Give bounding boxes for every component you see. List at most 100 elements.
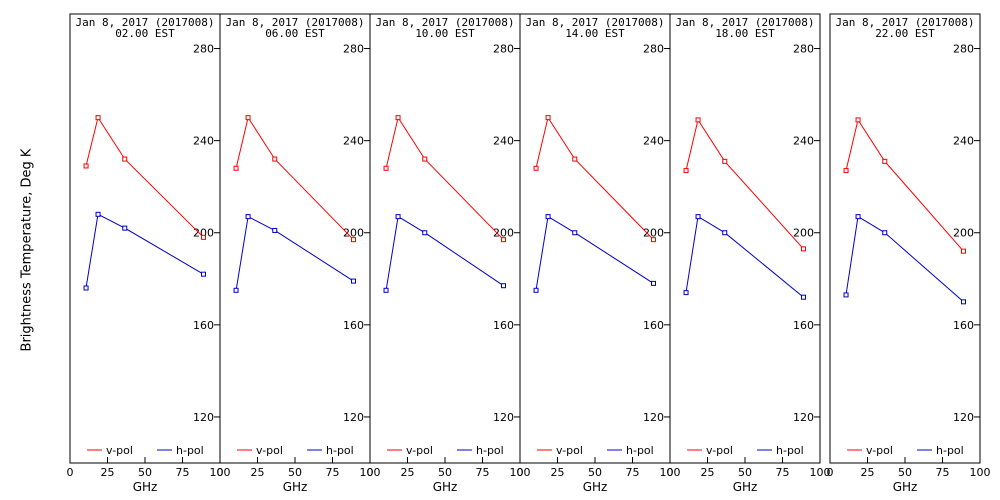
y-tick-label: 160 (643, 319, 664, 332)
x-tick-label: 50 (738, 466, 752, 479)
y-tick-label: 280 (343, 43, 364, 56)
data-point-h-pol (683, 290, 689, 296)
data-point-v-pol (843, 168, 849, 174)
y-tick-label: 280 (953, 43, 974, 56)
x-tick-label: 25 (551, 466, 565, 479)
data-point-h-pol (801, 294, 806, 300)
legend-label-h-pol: h-pol (326, 444, 354, 457)
x-tick-label: 100 (660, 466, 681, 479)
series-line-v-pol (235, 116, 354, 241)
y-tick-label: 160 (953, 319, 974, 332)
panel-title: Jan 8, 2017 (2017008) (675, 16, 814, 29)
x-tick-label: 50 (898, 466, 912, 479)
y-tick-label: 120 (643, 411, 664, 424)
data-point-v-pol (533, 165, 539, 171)
x-tick-label: 0 (667, 466, 674, 479)
x-tick-label: 100 (210, 466, 231, 479)
y-tick-label: 200 (953, 227, 974, 240)
data-point-h-pol (83, 285, 89, 291)
x-axis-label: GHz (283, 480, 308, 494)
data-point-h-pol (272, 227, 278, 233)
data-point-v-pol (351, 237, 356, 243)
y-tick-label: 120 (793, 411, 814, 424)
y-tick-label: 280 (643, 43, 664, 56)
x-axis-label: GHz (733, 480, 758, 494)
x-tick-label: 50 (288, 466, 302, 479)
data-point-h-pol (351, 278, 356, 284)
panel-title: Jan 8, 2017 (2017008) (835, 16, 974, 29)
x-tick-label: 25 (861, 466, 875, 479)
legend-label-h-pol: h-pol (176, 444, 204, 457)
data-point-v-pol (383, 165, 389, 171)
y-tick-label: 240 (953, 135, 974, 148)
y-tick-label: 240 (193, 135, 214, 148)
x-tick-label: 75 (176, 466, 190, 479)
x-tick-label: 50 (438, 466, 452, 479)
data-point-v-pol (722, 158, 728, 164)
x-tick-label: 0 (517, 466, 524, 479)
y-tick-label: 240 (793, 135, 814, 148)
panel-subtitle: 06.00 EST (265, 27, 325, 40)
legend-label-v-pol: v-pol (866, 444, 893, 457)
x-tick-label: 50 (138, 466, 152, 479)
legend-label-h-pol: h-pol (626, 444, 654, 457)
legend-label-h-pol: h-pol (936, 444, 964, 457)
y-tick-label: 200 (793, 227, 814, 240)
y-tick-label: 120 (343, 411, 364, 424)
x-axis-label: GHz (433, 480, 458, 494)
series-line-v-pol (535, 116, 654, 241)
panel-subtitle: 10.00 EST (415, 27, 475, 40)
x-tick-label: 100 (360, 466, 381, 479)
data-point-v-pol (572, 156, 578, 162)
series-line-h-pol (535, 215, 654, 291)
data-point-v-pol (245, 115, 251, 121)
x-axis-label: GHz (893, 480, 918, 494)
y-tick-label: 120 (953, 411, 974, 424)
y-tick-label: 120 (193, 411, 214, 424)
data-point-h-pol (122, 225, 128, 231)
y-tick-label: 280 (193, 43, 214, 56)
x-tick-label: 75 (476, 466, 490, 479)
data-point-h-pol (383, 287, 389, 293)
series-line-v-pol (685, 118, 804, 250)
data-point-h-pol (201, 271, 206, 277)
x-tick-label: 0 (827, 466, 834, 479)
y-tick-label: 240 (643, 135, 664, 148)
data-point-h-pol (961, 299, 966, 305)
panel-subtitle: 02.00 EST (115, 27, 175, 40)
y-tick-label: 200 (643, 227, 664, 240)
x-tick-label: 100 (970, 466, 991, 479)
x-tick-label: 100 (510, 466, 531, 479)
y-tick-label: 160 (343, 319, 364, 332)
x-tick-label: 75 (626, 466, 640, 479)
data-point-v-pol (95, 115, 101, 121)
data-point-v-pol (855, 117, 861, 123)
data-point-v-pol (395, 115, 401, 121)
series-line-h-pol (85, 213, 204, 289)
legend-label-h-pol: h-pol (476, 444, 504, 457)
panel-subtitle: 18.00 EST (715, 27, 775, 40)
y-tick-label: 280 (793, 43, 814, 56)
data-point-h-pol (245, 214, 251, 220)
data-point-h-pol (722, 230, 728, 236)
data-point-v-pol (501, 237, 506, 243)
x-tick-label: 25 (401, 466, 415, 479)
legend-label-v-pol: v-pol (106, 444, 133, 457)
y-tick-label: 200 (193, 227, 214, 240)
x-tick-label: 0 (217, 466, 224, 479)
data-point-h-pol (233, 287, 239, 293)
data-point-v-pol (651, 237, 656, 243)
series-line-v-pol (385, 116, 504, 241)
y-tick-label: 240 (343, 135, 364, 148)
data-point-h-pol (422, 230, 428, 236)
y-tick-label: 200 (493, 227, 514, 240)
x-tick-label: 0 (367, 466, 374, 479)
x-tick-label: 100 (810, 466, 831, 479)
data-point-h-pol (395, 214, 401, 220)
y-tick-label: 200 (343, 227, 364, 240)
y-tick-label: 240 (493, 135, 514, 148)
data-point-v-pol (272, 156, 278, 162)
y-tick-label: 160 (193, 319, 214, 332)
data-point-v-pol (961, 248, 966, 254)
x-tick-label: 50 (588, 466, 602, 479)
